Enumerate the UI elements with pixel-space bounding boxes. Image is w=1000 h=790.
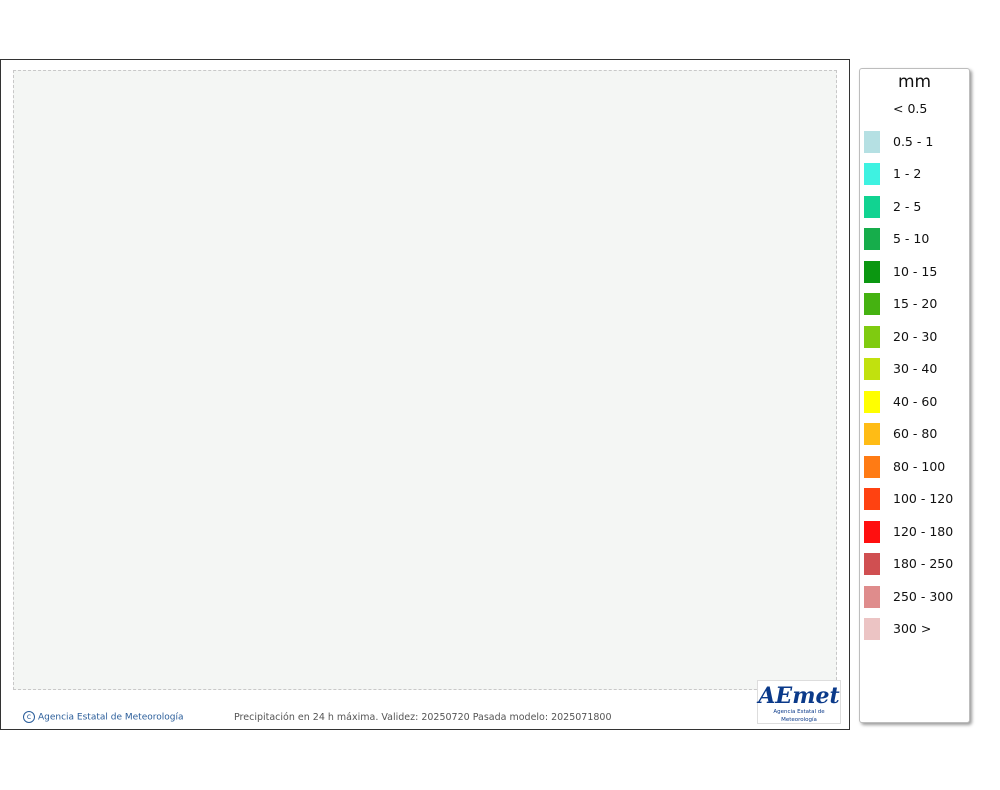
legend-label: 20 - 30: [893, 328, 938, 344]
legend-swatch: [864, 423, 880, 445]
legend-item: 100 - 120: [864, 488, 969, 510]
legend-item: 1 - 2: [864, 163, 969, 185]
legend-label: 250 - 300: [893, 588, 954, 604]
map-area: [13, 70, 837, 690]
legend-swatch: [864, 228, 880, 250]
legend-label: 40 - 60: [893, 393, 938, 409]
legend-item: 2 - 5: [864, 195, 969, 218]
legend-label: 1 - 2: [893, 166, 922, 181]
legend-item: 300 >: [864, 618, 969, 640]
legend-swatch: [864, 618, 880, 640]
legend-label: 15 - 20: [893, 296, 938, 311]
legend-label: 5 - 10: [893, 231, 930, 246]
legend-swatch: [864, 488, 880, 510]
legend-label: 60 - 80: [893, 426, 938, 441]
legend-item: 80 - 100: [864, 455, 969, 478]
legend-item: 0.5 - 1: [864, 130, 969, 153]
legend-label: 180 - 250: [893, 556, 954, 571]
legend-label: 0.5 - 1: [893, 133, 934, 149]
legend-swatch: [864, 98, 880, 120]
legend-swatch: [864, 455, 880, 478]
legend-label: 80 - 100: [893, 458, 946, 474]
agency-credit: c Agencia Estatal de Meteorología: [23, 711, 184, 723]
legend-label: 2 - 5: [893, 198, 922, 214]
legend-swatch: [864, 130, 880, 153]
legend-item: 40 - 60: [864, 390, 969, 413]
legend-item: 15 - 20: [864, 293, 969, 315]
legend-item: 120 - 180: [864, 520, 969, 543]
legend-item: 20 - 30: [864, 325, 969, 348]
legend-item: < 0.5: [864, 98, 969, 120]
map-caption: Precipitación en 24 h máxima. Validez: 2…: [234, 712, 612, 723]
logo-subtitle: Agencia Estatal de Meteorología: [773, 709, 825, 723]
legend-title: mm: [897, 72, 932, 92]
legend-label: 100 - 120: [893, 491, 954, 506]
legend-swatch: [864, 553, 880, 575]
legend-swatch: [864, 358, 880, 380]
legend-swatch: [864, 293, 880, 315]
legend-item: 180 - 250: [864, 553, 969, 575]
agency-credit-text: Agencia Estatal de Meteorología: [38, 712, 184, 723]
legend-swatch: [864, 195, 880, 218]
copyright-icon: c: [23, 711, 35, 723]
legend-item: 5 - 10: [864, 228, 969, 250]
legend-label: 300 >: [893, 621, 932, 636]
legend-item: 30 - 40: [864, 358, 969, 380]
legend-label: 10 - 15: [893, 263, 938, 279]
legend-swatch: [864, 260, 880, 283]
legend-swatch: [864, 585, 880, 608]
legend-swatch: [864, 163, 880, 185]
aemet-logo: AEmet Agencia Estatal de Meteorología: [757, 680, 841, 724]
legend-swatch: [864, 390, 880, 413]
legend-swatch: [864, 520, 880, 543]
legend-item: 10 - 15: [864, 260, 969, 283]
legend-label: 30 - 40: [893, 361, 938, 376]
legend-item: 250 - 300: [864, 585, 969, 608]
legend-label: 120 - 180: [893, 523, 954, 539]
legend-label: < 0.5: [893, 101, 928, 116]
legend-item: 60 - 80: [864, 423, 969, 445]
legend-panel: mm < 0.5 0.5 - 1 1 - 2 2 - 5 5 - 10 10 - 15 15…: [859, 68, 970, 723]
legend-swatch: [864, 325, 880, 348]
logo-mark: AEmet: [758, 683, 840, 709]
